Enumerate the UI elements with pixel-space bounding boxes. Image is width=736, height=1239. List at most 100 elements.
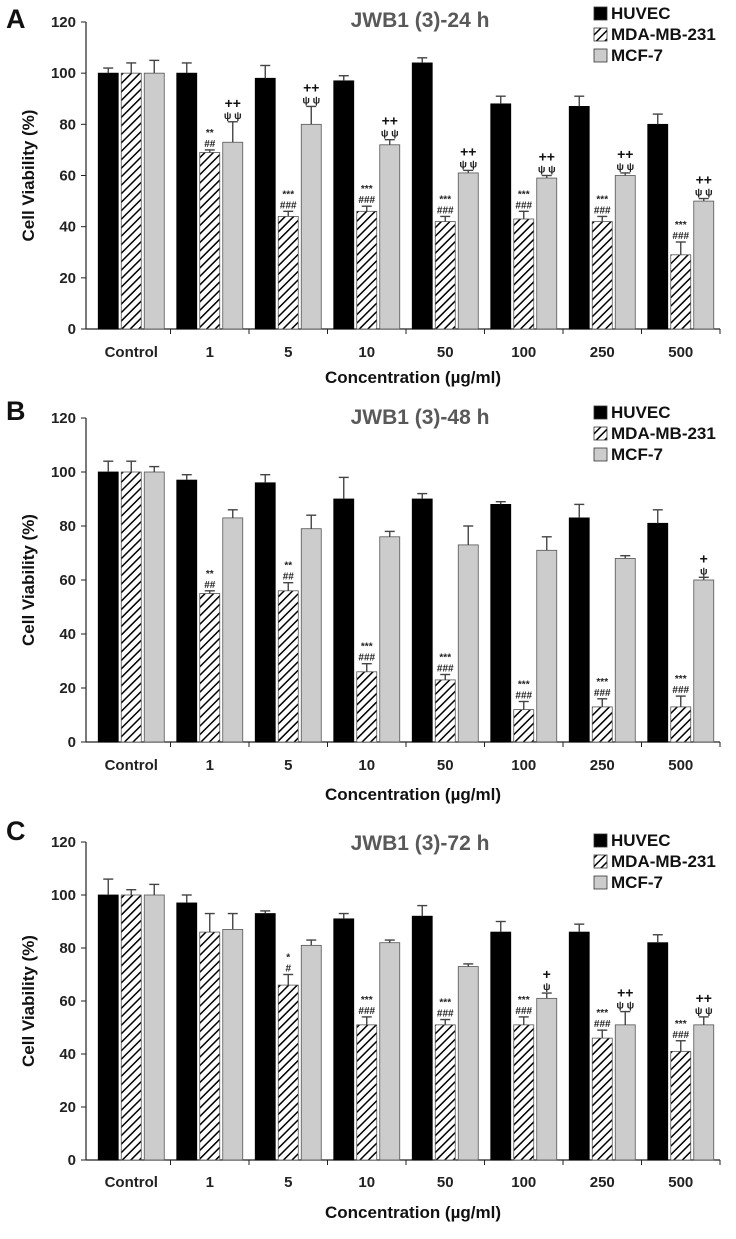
chart-panel-b: B JWB1 (3)-48 h 0 20 40 60 80 100 120 Cell Viabil… <box>6 396 721 804</box>
bar-huvec <box>333 918 355 1161</box>
bar-huvec <box>568 931 590 1161</box>
y-tick-label: 80 <box>59 116 76 133</box>
bar-mda-mb-231 <box>199 152 221 330</box>
y-tick-label: 100 <box>51 464 76 481</box>
y-tick-label: 80 <box>59 518 76 535</box>
bar-mda-mb-231 <box>356 671 378 743</box>
significance-annotation: ### <box>672 231 689 242</box>
bar-mda-mb-231 <box>277 984 299 1161</box>
bar-huvec <box>254 913 276 1161</box>
bar-mcf-7 <box>143 894 165 1161</box>
bar-mcf-7 <box>379 144 401 330</box>
legend-swatch-huvec <box>593 833 608 848</box>
bar-mcf-7 <box>300 528 322 743</box>
x-tick-label: 1 <box>206 1174 214 1191</box>
significance-annotation: ### <box>515 200 532 211</box>
bar-huvec <box>176 902 198 1161</box>
significance-annotation: ** <box>206 128 214 139</box>
y-tick-label: 60 <box>59 572 76 589</box>
significance-annotation: ### <box>594 205 611 216</box>
significance-annotation: ### <box>672 1030 689 1041</box>
legend-label: MDA-MB-231 <box>611 424 716 443</box>
bar-mcf-7 <box>457 966 479 1161</box>
x-axis-label: Concentration (µg/ml) <box>325 368 501 387</box>
x-axis-label: Concentration (µg/ml) <box>325 785 501 804</box>
x-tick-label: 5 <box>284 1174 292 1191</box>
bar-mda-mb-231 <box>277 590 299 743</box>
legend-swatch-mcf-7 <box>593 48 608 63</box>
bar-mcf-7 <box>143 471 165 743</box>
significance-annotation: *** <box>439 194 451 205</box>
bar-mda-mb-231 <box>591 1037 613 1161</box>
y-axis-label: Cell Viability (%) <box>19 514 38 646</box>
legend-label: MDA-MB-231 <box>611 25 716 44</box>
significance-annotation: *** <box>596 1008 608 1019</box>
x-tick-label: 50 <box>437 757 454 774</box>
x-axis-label: Concentration (µg/ml) <box>325 1203 501 1222</box>
y-tick-label: 60 <box>59 993 76 1010</box>
panel-letter: C <box>6 816 26 846</box>
bar-huvec <box>333 498 355 743</box>
legend-label: MCF-7 <box>611 46 663 65</box>
bar-huvec <box>568 106 590 330</box>
legend-label: HUVEC <box>611 831 671 850</box>
significance-annotation: ψ ψ <box>224 111 242 122</box>
chart-title: JWB1 (3)-24 h <box>351 9 490 32</box>
chart-panel-c: C JWB1 (3)-72 h 0 20 40 60 80 100 120 Cell Viabil… <box>6 816 721 1222</box>
y-tick-label: 0 <box>68 1152 76 1169</box>
bar-mcf-7 <box>379 536 401 743</box>
x-tick-label: 250 <box>590 757 615 774</box>
bar-mda-mb-231 <box>120 72 142 330</box>
significance-annotation: ### <box>437 664 454 675</box>
y-tick-label: 120 <box>51 834 76 851</box>
x-tick-label: 100 <box>511 1174 536 1191</box>
significance-annotation: ### <box>437 205 454 216</box>
significance-annotation: ++ <box>460 143 476 159</box>
bar-mda-mb-231 <box>513 709 535 743</box>
x-tick-label: 50 <box>437 1174 454 1191</box>
bar-mda-mb-231 <box>513 218 535 330</box>
legend-swatch-huvec <box>593 405 608 420</box>
bar-mda-mb-231 <box>591 706 613 743</box>
bar-huvec <box>254 77 276 330</box>
x-tick-label: Control <box>105 1174 158 1191</box>
significance-annotation: ++ <box>539 149 555 165</box>
significance-annotation: ### <box>594 1019 611 1030</box>
bar-mda-mb-231 <box>434 679 456 743</box>
significance-annotation: ++ <box>696 990 712 1006</box>
legend-swatch-mda-mb-231 <box>593 854 608 869</box>
significance-annotation: ++ <box>617 985 633 1001</box>
significance-annotation: ψ ψ <box>695 188 713 199</box>
bar-mcf-7 <box>536 549 558 743</box>
significance-annotation: ### <box>672 685 689 696</box>
bar-mda-mb-231 <box>434 221 456 330</box>
panel-letter: A <box>6 4 26 34</box>
significance-annotation: ### <box>515 1006 532 1017</box>
significance-annotation: ### <box>594 688 611 699</box>
y-tick-label: 100 <box>51 65 76 82</box>
significance-annotation: ** <box>206 569 214 580</box>
bar-huvec <box>176 479 198 743</box>
x-tick-label: 10 <box>358 757 375 774</box>
bar-huvec <box>411 915 433 1161</box>
legend-label: MDA-MB-231 <box>611 852 716 871</box>
bar-mda-mb-231 <box>513 1024 535 1161</box>
significance-annotation: *** <box>282 189 294 200</box>
bar-mda-mb-231 <box>670 706 692 743</box>
x-tick-label: 5 <box>284 757 292 774</box>
bar-mcf-7 <box>300 944 322 1161</box>
bar-huvec <box>647 522 669 743</box>
x-tick-label: 100 <box>511 344 536 361</box>
significance-annotation: ψ <box>700 566 708 577</box>
significance-annotation: ### <box>437 1009 454 1020</box>
significance-annotation: *** <box>518 995 530 1006</box>
bar-mcf-7 <box>457 544 479 743</box>
bar-mcf-7 <box>222 517 244 743</box>
x-tick-label: 5 <box>284 344 292 361</box>
significance-annotation: ++ <box>303 79 319 95</box>
bar-mcf-7 <box>457 172 479 330</box>
significance-annotation: ## <box>283 572 295 583</box>
significance-annotation: *** <box>596 194 608 205</box>
bar-huvec <box>97 72 119 330</box>
bar-huvec <box>411 62 433 330</box>
